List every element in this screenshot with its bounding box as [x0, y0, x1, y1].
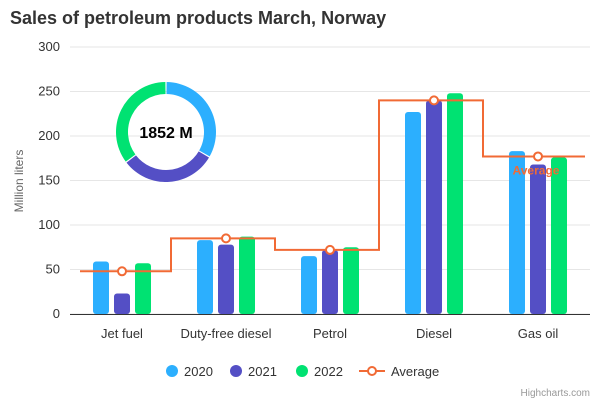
donut-center-label: 1852 M: [139, 125, 192, 142]
y-tick-label: 250: [38, 84, 60, 99]
x-tick-label-jet-fuel: Jet fuel: [101, 326, 143, 341]
bar-petrol-2021[interactable]: [322, 249, 338, 314]
bar-jet-fuel-2020[interactable]: [93, 261, 109, 314]
legend-item-2022[interactable]: 2022: [296, 364, 343, 379]
bar-jet-fuel-2021[interactable]: [114, 293, 130, 314]
legend-item-average[interactable]: Average: [359, 364, 439, 379]
x-axis: Jet fuel Duty-free diesel Petrol Diesel Gas …: [70, 314, 590, 341]
bar-duty-free-diesel-2020[interactable]: [197, 240, 213, 314]
legend-label: 2022: [314, 364, 343, 379]
bar-gas-oil-2020[interactable]: [509, 151, 525, 314]
y-tick-label: 150: [38, 173, 60, 188]
y-tick-label: 50: [46, 262, 60, 277]
y-tick-label: 0: [53, 306, 60, 321]
bar-petrol-2020[interactable]: [301, 256, 317, 314]
chart-title: Sales of petroleum products March, Norwa…: [10, 8, 386, 28]
bar-diesel-2022[interactable]: [447, 93, 463, 314]
x-tick-label-petrol: Petrol: [313, 326, 347, 341]
average-point-gas-oil[interactable]: [533, 151, 543, 162]
donut-slice-2022[interactable]: [116, 82, 166, 162]
bar-diesel-2021[interactable]: [426, 100, 442, 315]
legend-label: Average: [391, 364, 439, 379]
bar-duty-free-diesel-2022[interactable]: [239, 236, 255, 314]
bars: [93, 93, 567, 315]
legend-item-2021[interactable]: 2021: [230, 364, 277, 379]
x-tick-label-gas-oil: Gas oil: [518, 326, 559, 341]
legend: 2020 2021 2022 Average: [166, 364, 439, 379]
y-axis: 0 50 100 150 200 250 300: [38, 39, 60, 321]
bar-gas-oil-2022[interactable]: [551, 157, 567, 314]
average-point-duty-free-diesel[interactable]: [221, 233, 231, 244]
donut-slice-2021[interactable]: [126, 151, 210, 182]
average-series: Average: [80, 95, 585, 277]
average-point-jet-fuel[interactable]: [117, 266, 127, 277]
legend-symbol-marker: [367, 366, 377, 376]
y-tick-label: 100: [38, 217, 60, 232]
credits-link[interactable]: Highcharts.com: [521, 388, 590, 399]
average-point-diesel[interactable]: [429, 95, 439, 106]
y-tick-label: 300: [38, 39, 60, 54]
bar-jet-fuel-2022[interactable]: [135, 263, 151, 314]
legend-symbol: [296, 365, 308, 377]
x-tick-label-diesel: Diesel: [416, 326, 452, 341]
bar-petrol-2022[interactable]: [343, 247, 359, 314]
bar-diesel-2020[interactable]: [405, 111, 421, 314]
average-data-label: Average: [513, 163, 560, 177]
donut-slice-2020[interactable]: [166, 82, 216, 157]
bar-duty-free-diesel-2021[interactable]: [218, 244, 234, 314]
legend-label: 2021: [248, 364, 277, 379]
legend-item-2020[interactable]: 2020: [166, 364, 213, 379]
average-point-petrol[interactable]: [325, 244, 335, 255]
y-tick-label: 200: [38, 128, 60, 143]
donut-chart: 1852 M: [116, 82, 216, 182]
legend-label: 2020: [184, 364, 213, 379]
bar-gas-oil-2021[interactable]: [530, 164, 546, 314]
y-axis-title: Million liters: [12, 150, 26, 213]
legend-symbol: [166, 365, 178, 377]
x-tick-label-duty-free-diesel: Duty-free diesel: [180, 326, 271, 341]
legend-symbol: [230, 365, 242, 377]
